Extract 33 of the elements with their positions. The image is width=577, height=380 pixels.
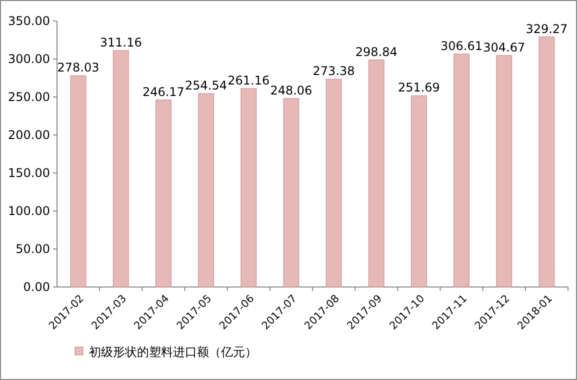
bar [112,50,129,288]
y-tick-label: 100.00 [8,204,50,218]
bar [198,93,214,288]
bar [410,95,427,288]
data-label: 246.17 [142,84,184,99]
bar [368,60,384,288]
data-label: 251.69 [398,80,440,95]
bar [454,54,470,288]
data-label: 248.06 [270,83,312,98]
y-tick-label: 150.00 [8,166,50,180]
data-label: 329.27 [526,22,568,36]
data-label: 304.67 [483,40,526,54]
bar [155,100,172,288]
bar [496,55,512,288]
bar [538,36,555,288]
data-label: 273.38 [312,64,355,78]
y-tick-label: 200.00 [8,128,50,142]
data-label: 254.54 [185,78,228,93]
data-label: 311.16 [100,36,142,50]
data-label: 306.61 [440,38,483,53]
bar [326,78,342,288]
data-label: 278.03 [57,60,100,75]
y-tick-label: 250.00 [8,90,50,104]
bar [70,75,86,288]
data-label: 261.16 [228,74,270,88]
bar [240,88,257,288]
y-tick-label: 350.00 [8,14,50,28]
y-tick-label: 300.00 [8,52,50,66]
legend-label: 初级形状的塑料进口额（亿元） [89,345,257,359]
data-label: 298.84 [355,44,398,59]
bar [283,98,300,288]
y-tick-label: 0.00 [23,280,50,294]
y-tick-label: 50.00 [16,242,50,256]
